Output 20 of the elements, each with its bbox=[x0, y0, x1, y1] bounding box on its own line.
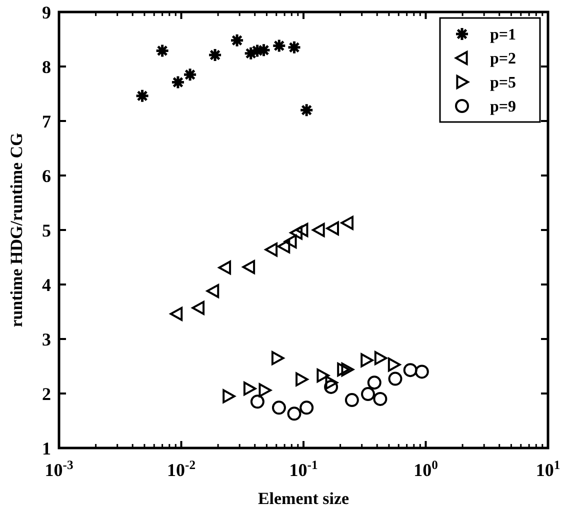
y-tick-label: 3 bbox=[42, 329, 51, 350]
x-tick-label: 10$^{-3}$ bbox=[44, 458, 74, 480]
y-tick-label: 8 bbox=[42, 56, 51, 77]
x-tick-label: 10$^{-2}$ bbox=[167, 458, 196, 480]
y-tick-label: 4 bbox=[42, 274, 51, 295]
y-tick-label: 9 bbox=[42, 2, 51, 22]
y-tick-label: 5 bbox=[42, 220, 51, 240]
y-tick-label: 2 bbox=[42, 384, 51, 404]
x-axis-title: Element size bbox=[258, 489, 350, 508]
x-tick-label: 10$^{1}$ bbox=[536, 458, 560, 480]
y-tick-label: 7 bbox=[42, 111, 51, 132]
x-tick-label: 10$^{-1}$ bbox=[289, 458, 318, 480]
legend-label: p=1 bbox=[490, 26, 516, 44]
legend-label: p=9 bbox=[490, 98, 516, 116]
legend-label: p=5 bbox=[490, 74, 516, 92]
y-tick-label: 6 bbox=[42, 166, 51, 186]
legend-label: p=2 bbox=[490, 50, 516, 68]
y-tick-label: 1 bbox=[42, 438, 51, 458]
y-axis-title: runtime HDG/runtime CG bbox=[7, 132, 26, 328]
x-tick-label: 10$^{0}$ bbox=[414, 458, 438, 480]
